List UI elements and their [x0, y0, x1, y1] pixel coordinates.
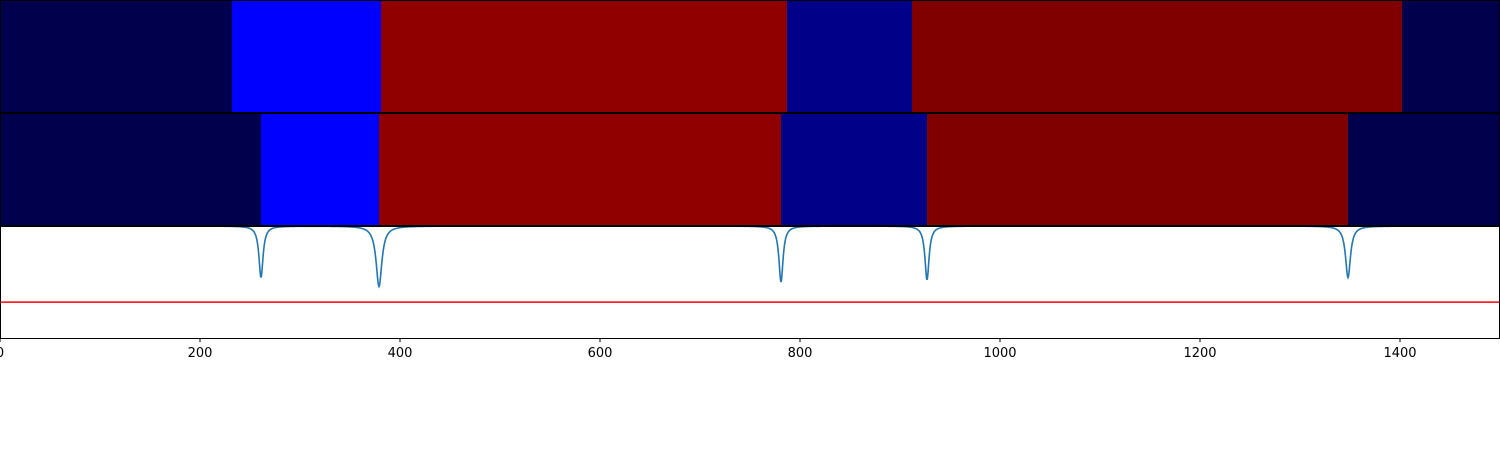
heatmap-segment-2-4	[781, 113, 927, 225]
heatmap-segment-1-3	[381, 0, 787, 112]
heatmap-segment-2-2	[261, 113, 379, 225]
x-tick-label: 600	[588, 346, 613, 361]
heatmap-segment-2-3	[379, 113, 781, 225]
heatmap-segment-2-6	[1348, 113, 1500, 225]
heatmap-segment-1-1	[0, 0, 232, 112]
x-tick-label: 0	[0, 346, 4, 361]
heatmap-segment-1-6	[1402, 0, 1500, 112]
x-tick-label: 1200	[1183, 346, 1216, 361]
heatmap-segment-2-5	[927, 113, 1348, 225]
plot-background	[0, 226, 1500, 338]
x-axis: 0 200 400 600 800 1000 1200 1400	[0, 338, 1417, 361]
heatmap-segment-1-4	[787, 0, 912, 112]
heatmap-panel-top	[0, 0, 1500, 112]
x-tick-label: 800	[788, 346, 813, 361]
line-plot-panel: 0 200 400 600 800 1000 1200 1400	[0, 225, 1500, 361]
heatmap-segment-1-5	[912, 0, 1402, 112]
x-tick-label: 1000	[983, 346, 1016, 361]
x-tick-label: 200	[188, 346, 213, 361]
x-tick-label: 400	[388, 346, 413, 361]
heatmap-panel-middle	[0, 113, 1500, 225]
heatmap-segment-2-1	[0, 113, 261, 225]
heatmap-segment-1-2	[232, 0, 381, 112]
x-tick-label: 1400	[1383, 346, 1416, 361]
